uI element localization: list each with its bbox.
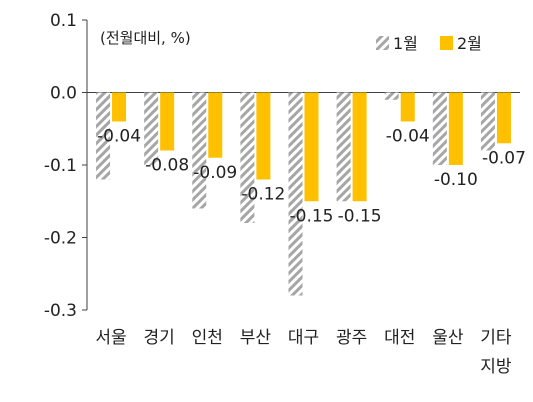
category-label: 기타 [480, 328, 512, 348]
data-label: -0.12 [241, 185, 285, 205]
bar-series-2 [208, 92, 223, 158]
bar-series-1 [288, 92, 303, 296]
bar-series-2 [496, 92, 511, 144]
data-label: -0.15 [338, 206, 382, 226]
category-label: 울산 [432, 328, 464, 348]
legend-label-series-1: 1월 [393, 34, 418, 53]
bar-series-2 [448, 92, 463, 165]
category-label: 대전 [384, 328, 415, 348]
axis-layer: 0.1 0.0 -0.1 -0.2 -0.3 [44, 11, 520, 321]
legend: 1월 2월 [376, 34, 482, 53]
bar-series-2 [160, 92, 175, 151]
data-label: -0.07 [482, 148, 526, 168]
bar-series-2 [400, 92, 415, 122]
data-label: -0.08 [145, 156, 189, 176]
y-tick-label: 0.1 [50, 11, 77, 31]
bar-series-1 [144, 92, 159, 165]
y-tick-label: 0.0 [50, 84, 77, 104]
y-tick-label: -0.1 [44, 156, 77, 176]
bar-series-1 [240, 92, 255, 223]
legend-swatch-series-1 [376, 36, 389, 50]
bar-series-1 [384, 92, 399, 100]
legend-swatch-series-2 [440, 36, 453, 50]
data-label: -0.15 [290, 206, 334, 226]
bar-series-2 [304, 92, 319, 202]
bar-series-2 [256, 92, 271, 180]
bars-layer [96, 92, 511, 296]
data-label: -0.09 [193, 163, 237, 183]
bar-series-1 [192, 92, 207, 209]
bar-series-1 [480, 92, 495, 151]
data-label: -0.04 [97, 127, 141, 147]
bar-series-2 [352, 92, 367, 202]
category-label-line2: 지방 [480, 357, 512, 377]
labels-layer: -0.04 서울 -0.08 경기 -0.09 인천 -0.12 부산 -0.15 대구 -0.15… [95, 127, 526, 378]
bar-series-1 [336, 92, 351, 202]
data-label: -0.04 [386, 127, 430, 147]
category-label: 대구 [288, 328, 319, 348]
y-tick-label: -0.3 [44, 301, 77, 321]
category-label: 경기 [144, 328, 175, 348]
bar-series-1 [96, 92, 111, 180]
category-label: 부산 [240, 328, 272, 348]
category-label: 광주 [336, 328, 367, 348]
data-label: -0.10 [434, 170, 478, 190]
bar-series-1 [432, 92, 447, 165]
y-tick-label: -0.2 [44, 229, 77, 249]
legend-label-series-2: 2월 [457, 34, 482, 53]
unit-label: (전월대비, %) [100, 29, 191, 47]
bar-series-2 [112, 92, 127, 122]
category-label: 서울 [95, 328, 126, 348]
category-label: 인천 [192, 328, 223, 348]
